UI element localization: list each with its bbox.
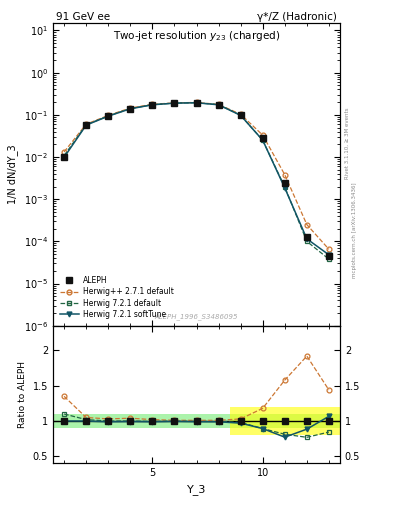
- Y-axis label: Ratio to ALEPH: Ratio to ALEPH: [18, 361, 27, 428]
- Bar: [119, 414, 141, 428]
- Bar: [163, 414, 185, 428]
- Text: mcplots.cern.ch [arXiv:1306.3436]: mcplots.cern.ch [arXiv:1306.3436]: [352, 183, 357, 278]
- Bar: [230, 407, 252, 435]
- Bar: [274, 414, 296, 428]
- Y-axis label: 1/N dN/dY_3: 1/N dN/dY_3: [7, 144, 18, 204]
- Text: Rivet 3.1.10, ≥ 3M events: Rivet 3.1.10, ≥ 3M events: [345, 108, 350, 179]
- Text: γ*/Z (Hadronic): γ*/Z (Hadronic): [257, 12, 337, 22]
- Bar: [208, 414, 230, 428]
- Bar: [185, 414, 208, 428]
- Text: ALEPH_1996_S3486095: ALEPH_1996_S3486095: [155, 313, 238, 319]
- Bar: [141, 414, 163, 428]
- Bar: [274, 407, 296, 435]
- Bar: [318, 407, 340, 435]
- Bar: [75, 414, 97, 428]
- Bar: [318, 414, 340, 428]
- Bar: [296, 407, 318, 435]
- Bar: [252, 407, 274, 435]
- Bar: [296, 414, 318, 428]
- Legend: ALEPH, Herwig++ 2.7.1 default, Herwig 7.2.1 default, Herwig 7.2.1 softTune: ALEPH, Herwig++ 2.7.1 default, Herwig 7.…: [57, 273, 177, 322]
- Bar: [252, 414, 274, 428]
- Text: 91 GeV ee: 91 GeV ee: [56, 12, 110, 22]
- X-axis label: Y_3: Y_3: [187, 484, 206, 495]
- Bar: [97, 414, 119, 428]
- Text: Two-jet resolution $y_{23}$ (charged): Two-jet resolution $y_{23}$ (charged): [113, 29, 280, 43]
- Bar: [53, 414, 75, 428]
- Bar: [230, 414, 252, 428]
